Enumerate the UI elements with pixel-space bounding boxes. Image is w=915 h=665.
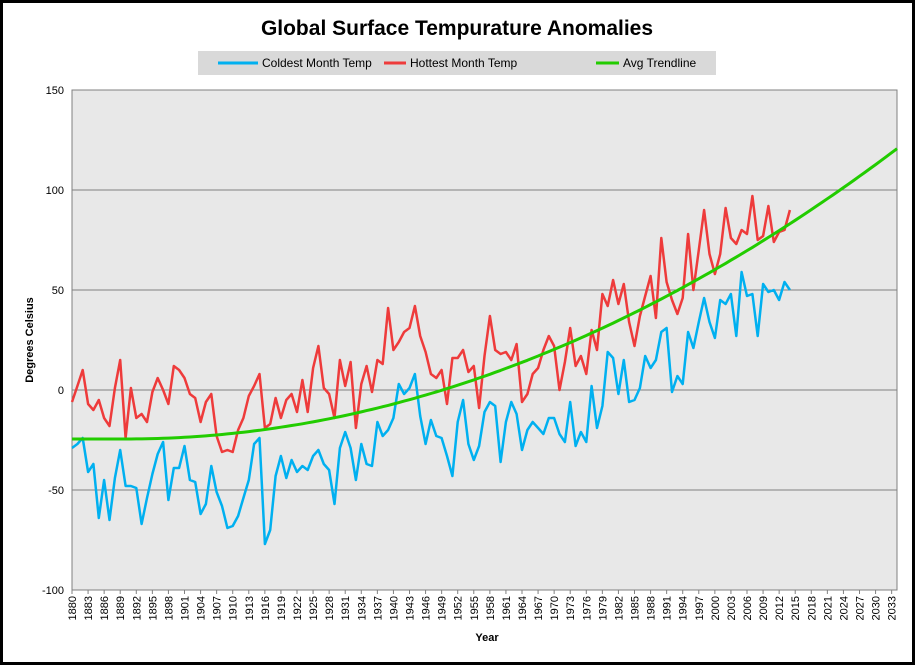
x-tick-label: 2000 bbox=[710, 596, 722, 620]
x-tick-label: 1979 bbox=[597, 596, 609, 620]
y-axis-ticks: -100 -50 0 50 100 150 bbox=[42, 85, 64, 597]
x-tick-label: 1940 bbox=[388, 596, 400, 620]
x-tick-label: 1976 bbox=[581, 596, 593, 620]
plot-area bbox=[71, 89, 898, 591]
series-lines bbox=[70, 147, 898, 546]
x-tick-label: 1946 bbox=[421, 596, 433, 620]
x-tick-label: 1922 bbox=[292, 596, 304, 620]
y-tick-label: 100 bbox=[46, 185, 64, 197]
x-tick-label: 1895 bbox=[147, 596, 159, 620]
legend-background bbox=[198, 51, 716, 75]
x-tick-label: 1886 bbox=[99, 596, 111, 620]
x-tick-label: 2003 bbox=[726, 596, 738, 620]
x-tick-label: 2009 bbox=[758, 596, 770, 620]
x-tick-label: 2027 bbox=[855, 596, 867, 620]
legend-label-trendline: Avg Trendline bbox=[623, 56, 696, 70]
chart-title: Global Surface Tempurature Anomalies bbox=[261, 17, 653, 40]
y-tick-label: -50 bbox=[48, 485, 64, 497]
series-line-avg-trendline bbox=[72, 147, 898, 441]
y-axis-title: Degrees Celsius bbox=[24, 297, 36, 383]
x-tick-label: 1907 bbox=[212, 596, 224, 620]
x-tick-label: 1892 bbox=[131, 596, 143, 620]
x-tick-label: 1997 bbox=[694, 596, 706, 620]
x-axis-title: Year bbox=[475, 632, 499, 644]
y-tick-label: 0 bbox=[58, 385, 64, 397]
y-tick-label: 150 bbox=[46, 85, 64, 97]
x-tick-label: 1985 bbox=[630, 596, 642, 620]
legend-label-coldest: Coldest Month Temp bbox=[262, 56, 372, 70]
y-tick-label: 50 bbox=[52, 285, 64, 297]
x-tick-label: 1970 bbox=[549, 596, 561, 620]
x-tick-label: 2024 bbox=[838, 596, 850, 620]
x-tick-label: 2030 bbox=[871, 596, 883, 620]
x-tick-label: 1958 bbox=[485, 596, 497, 620]
x-tick-label: 1994 bbox=[678, 596, 690, 620]
y-tick-label: -100 bbox=[42, 585, 64, 597]
x-tick-label: 1928 bbox=[324, 596, 336, 620]
x-tick-label: 1943 bbox=[405, 596, 417, 620]
x-tick-label: 1991 bbox=[662, 596, 674, 620]
x-tick-label: 1934 bbox=[356, 596, 368, 620]
x-tick-label: 2006 bbox=[742, 596, 754, 620]
gridlines bbox=[72, 89, 897, 591]
x-tick-label: 1967 bbox=[533, 596, 545, 620]
x-tick-label: 1910 bbox=[228, 596, 240, 620]
x-tick-label: 1925 bbox=[308, 596, 320, 620]
x-tick-label: 1961 bbox=[501, 596, 513, 620]
x-tick-label: 1937 bbox=[372, 596, 384, 620]
x-tick-label: 1952 bbox=[453, 596, 465, 620]
x-tick-label: 1904 bbox=[196, 596, 208, 620]
x-tick-label: 2015 bbox=[790, 596, 802, 620]
x-tick-label: 1913 bbox=[244, 596, 256, 620]
legend-label-hottest: Hottest Month Temp bbox=[410, 56, 517, 70]
x-tick-label: 1988 bbox=[646, 596, 658, 620]
x-tick-label: 1883 bbox=[83, 596, 95, 620]
x-tick-label: 2021 bbox=[822, 596, 834, 620]
legend: Coldest Month Temp Hottest Month Temp Av… bbox=[198, 51, 716, 75]
x-axis-ticks: 1880 1883 1886 1889 1892 1895 1898 1901 1904 1907… bbox=[67, 590, 899, 620]
x-tick-label: 2018 bbox=[806, 596, 818, 620]
x-tick-label: 1880 bbox=[67, 596, 79, 620]
x-tick-label: 1955 bbox=[469, 596, 481, 620]
x-tick-label: 1949 bbox=[437, 596, 449, 620]
x-tick-label: 1931 bbox=[340, 596, 352, 620]
series-line-coldest-month-temp bbox=[71, 270, 791, 546]
x-tick-label: 1889 bbox=[115, 596, 127, 620]
x-tick-label: 1973 bbox=[565, 596, 577, 620]
x-tick-label: 2033 bbox=[887, 596, 899, 620]
x-tick-label: 1898 bbox=[163, 596, 175, 620]
x-tick-label: 1982 bbox=[613, 596, 625, 620]
x-tick-label: 1964 bbox=[517, 596, 529, 620]
x-tick-label: 1919 bbox=[276, 596, 288, 620]
x-tick-label: 2012 bbox=[774, 596, 786, 620]
x-tick-label: 1901 bbox=[180, 596, 192, 620]
x-tick-label: 1916 bbox=[260, 596, 272, 620]
